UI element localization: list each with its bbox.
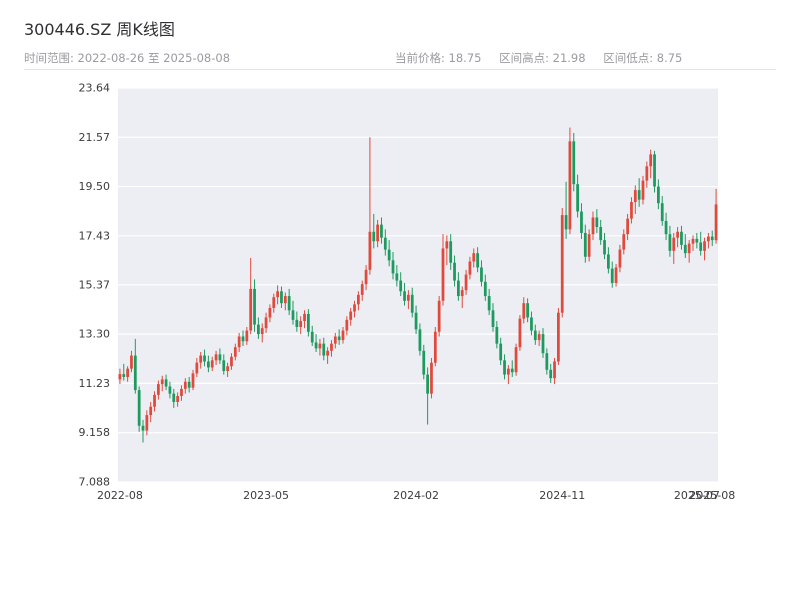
y-tick-label: 15.37 [79, 278, 111, 291]
range-high-label: 区间高点: 21.98 [499, 51, 586, 65]
x-tick-label: 2022-08 [97, 489, 143, 502]
y-tick-label: 7.088 [79, 476, 111, 489]
current-price-label: 当前价格: 18.75 [395, 51, 482, 65]
x-tick-label: 2025-07 [674, 489, 720, 502]
x-tick-label: 2025-08 [689, 489, 735, 502]
x-tick-label: 2024-11 [539, 489, 585, 502]
y-tick-label: 19.50 [79, 180, 111, 193]
page-title: 300446.SZ 周K线图 [24, 20, 175, 39]
x-axis-labels: 2022-08 2023-05 2024-02 2024-11 2025-072025-… [97, 489, 735, 502]
header-divider [24, 69, 776, 70]
range-low-label: 区间低点: 8.75 [603, 51, 683, 65]
gridlines-layer [118, 87, 718, 483]
y-tick-label: 23.64 [79, 82, 111, 95]
y-tick-label: 11.23 [79, 377, 111, 390]
y-tick-label: 13.30 [79, 328, 111, 341]
y-tick-label: 17.43 [79, 229, 111, 242]
price-summary: 当前价格: 18.75 区间高点: 21.98 区间低点: 8.75 [395, 50, 696, 66]
x-tick-label: 2023-05 [243, 489, 289, 502]
candles-layer [118, 127, 718, 443]
y-tick-label: 9.158 [79, 426, 111, 439]
x-tick-label: 2024-02 [393, 489, 439, 502]
date-range-label: 时间范围: 2022-08-26 至 2025-08-08 [24, 51, 231, 65]
y-axis-labels: 23.64 21.57 19.50 17.43 15.37 13.30 11.23 9.158… [79, 82, 111, 489]
y-tick-label: 21.57 [79, 131, 111, 144]
